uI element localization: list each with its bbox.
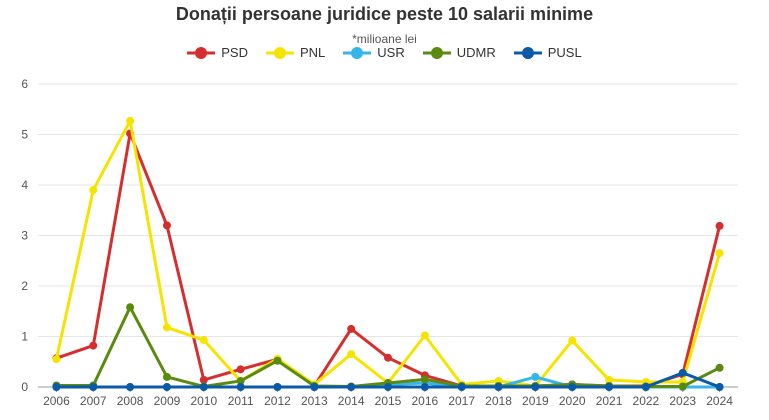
x-tick-label: 2007 <box>80 394 107 408</box>
data-point-pusl <box>568 383 577 391</box>
x-tick-label: 2008 <box>117 394 144 408</box>
data-point-psd <box>199 375 208 384</box>
x-tick-label: 2016 <box>411 394 438 408</box>
x-tick-label: 2011 <box>228 394 254 408</box>
data-point-pnl <box>162 323 171 332</box>
data-point-psd <box>236 365 245 374</box>
series-line-pnl <box>54 119 722 388</box>
data-point-udmr <box>678 382 687 391</box>
data-point-pusl <box>457 383 466 391</box>
x-tick-label: 2013 <box>301 394 328 408</box>
legend-item-usr[interactable]: USR <box>343 45 405 60</box>
data-point-pusl <box>715 383 724 391</box>
legend-swatch-icon <box>513 46 542 59</box>
data-point-usr <box>531 372 540 381</box>
x-tick-label: 2021 <box>596 394 623 408</box>
data-point-pusl <box>420 383 429 391</box>
data-point-pnl <box>199 336 208 345</box>
chart-subtitle: *milioane lei <box>352 32 417 46</box>
x-tick-label: 2019 <box>522 394 549 408</box>
data-point-pnl <box>605 375 614 384</box>
data-point-psd <box>162 221 171 230</box>
x-tick-label: 2023 <box>669 394 696 408</box>
data-point-pusl <box>384 383 392 391</box>
y-tick-label: 0 <box>21 380 28 394</box>
x-tick-label: 2009 <box>154 394 181 408</box>
legend: PSD PNL USR UDMR PUSL <box>0 45 769 60</box>
data-point-psd <box>89 341 98 350</box>
chart-title: Donații persoane juridice peste 10 salar… <box>175 4 594 24</box>
x-tick-label: 2006 <box>43 394 70 408</box>
legend-label: USR <box>377 45 405 60</box>
x-tick-label: 2014 <box>338 394 365 408</box>
x-tick-label: 2018 <box>485 394 512 408</box>
data-point-pnl <box>568 336 577 345</box>
data-point-udmr <box>273 356 282 365</box>
data-point-udmr <box>162 372 171 381</box>
data-point-pnl <box>715 249 724 258</box>
data-point-psd <box>715 221 724 230</box>
data-point-pusl <box>199 383 208 391</box>
legend-label: PUSL <box>547 45 582 60</box>
legend-swatch-icon <box>187 46 216 59</box>
legend-label: PNL <box>300 45 326 60</box>
data-point-pusl <box>310 383 319 391</box>
data-point-udmr <box>420 375 429 384</box>
legend-item-pusl[interactable]: PUSL <box>513 45 582 60</box>
data-point-pnl <box>420 331 429 340</box>
data-point-pusl <box>531 383 540 391</box>
data-point-pusl <box>273 383 282 391</box>
x-tick-label: 2015 <box>375 394 402 408</box>
y-tick-label: 1 <box>21 330 28 344</box>
data-point-pnl <box>89 186 98 195</box>
data-point-pnl <box>126 116 135 125</box>
legend-label: PSD <box>221 45 248 60</box>
data-point-pusl <box>236 383 245 391</box>
y-tick-label: 6 <box>21 77 28 91</box>
x-tick-label: 2010 <box>190 394 217 408</box>
data-point-udmr <box>715 363 724 372</box>
legend-item-pnl[interactable]: PNL <box>266 45 325 60</box>
data-point-pusl <box>89 383 98 391</box>
legend-label: UDMR <box>456 45 496 60</box>
x-tick-label: 2017 <box>448 394 475 408</box>
y-tick-label: 4 <box>21 178 28 192</box>
data-point-psd <box>384 353 392 362</box>
data-point-pusl <box>347 383 356 391</box>
y-tick-label: 2 <box>21 279 28 293</box>
legend-item-psd[interactable]: PSD <box>187 45 248 60</box>
data-point-pusl <box>605 383 614 391</box>
x-tick-label: 2022 <box>633 394 660 408</box>
data-point-pusl <box>641 383 650 391</box>
x-tick-label: 2024 <box>706 394 733 408</box>
legend-swatch-icon <box>266 46 294 59</box>
data-point-pusl <box>494 383 503 391</box>
series-line-udmr <box>56 305 721 388</box>
x-tick-label: 2020 <box>559 394 586 408</box>
data-point-udmr <box>236 376 245 385</box>
data-point-pusl <box>678 368 687 377</box>
data-point-pusl <box>162 383 171 391</box>
data-point-pnl <box>347 350 356 359</box>
data-point-psd <box>347 324 356 333</box>
data-point-pusl <box>52 383 61 391</box>
data-point-pusl <box>126 383 135 391</box>
legend-swatch-icon <box>422 46 451 59</box>
data-point-udmr <box>126 303 135 312</box>
legend-item-udmr[interactable]: UDMR <box>422 45 496 60</box>
legend-swatch-icon <box>343 46 372 59</box>
data-point-pnl <box>52 355 61 364</box>
y-tick-label: 3 <box>21 229 28 243</box>
x-tick-label: 2012 <box>264 394 291 408</box>
y-tick-label: 5 <box>21 128 28 142</box>
